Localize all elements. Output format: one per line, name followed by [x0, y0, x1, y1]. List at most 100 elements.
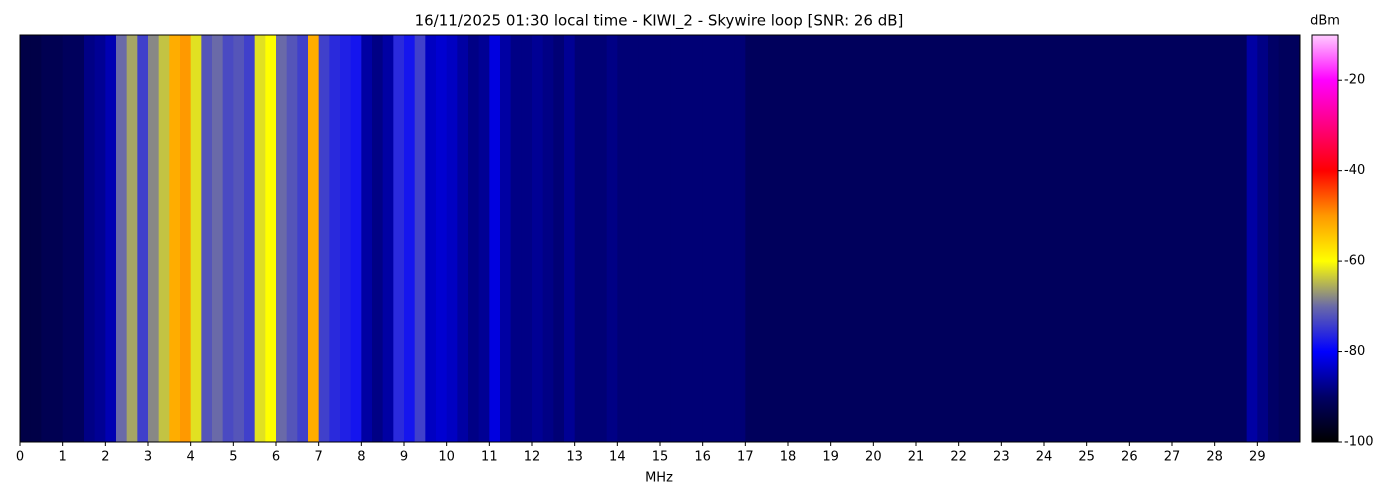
heat-cell — [574, 35, 586, 442]
x-tick-label: 15 — [652, 450, 669, 465]
heat-cell — [350, 35, 362, 442]
heat-cell — [52, 35, 64, 442]
heat-cell — [1076, 35, 1088, 442]
x-tick-label: 6 — [272, 450, 280, 465]
x-tick-label: 1 — [59, 450, 67, 465]
x-tick-label: 22 — [950, 450, 967, 465]
chart-title: 16/11/2025 01:30 local time - KIWI_2 - S… — [415, 12, 904, 31]
heat-cell — [841, 35, 853, 442]
heat-cell — [94, 35, 106, 442]
heat-cell — [617, 35, 629, 442]
heat-cell — [116, 35, 128, 442]
heat-cell — [1140, 35, 1152, 442]
heat-cell — [777, 35, 789, 442]
heat-cell — [830, 35, 842, 442]
heat-cell — [990, 35, 1002, 442]
heat-cell — [1033, 35, 1045, 442]
heat-cell — [521, 35, 533, 442]
heat-cell — [734, 35, 746, 442]
heat-cell — [1278, 35, 1290, 442]
heat-cell — [20, 35, 32, 442]
x-tick-label: 24 — [1036, 450, 1053, 465]
heat-cell — [884, 35, 896, 442]
heat-cell — [308, 35, 320, 442]
x-tick-label: 12 — [524, 450, 541, 465]
heat-cell — [1022, 35, 1034, 442]
heat-cell — [414, 35, 426, 442]
heat-cell — [73, 35, 85, 442]
heat-cell — [937, 35, 949, 442]
heat-cell — [1108, 35, 1120, 442]
x-tick-label: 11 — [481, 450, 498, 465]
heat-cell — [1182, 35, 1194, 442]
x-tick-label: 28 — [1206, 450, 1223, 465]
heat-cell — [158, 35, 170, 442]
x-tick-label: 19 — [822, 450, 839, 465]
heat-cell — [276, 35, 288, 442]
heat-cell — [478, 35, 490, 442]
heat-cell — [532, 35, 544, 442]
heat-cell — [660, 35, 672, 442]
heat-cell — [404, 35, 416, 442]
heat-cell — [1289, 35, 1301, 442]
heat-cell — [713, 35, 725, 442]
x-tick-label: 23 — [993, 450, 1010, 465]
heat-cell — [969, 35, 981, 442]
colorbar-tick-label: -60 — [1344, 254, 1365, 269]
heat-cell — [1161, 35, 1173, 442]
heat-cell — [809, 35, 821, 442]
heat-cell — [329, 35, 341, 442]
heat-cell — [1268, 35, 1280, 442]
x-tick-label: 7 — [315, 450, 323, 465]
heat-cell — [788, 35, 800, 442]
heat-cell — [318, 35, 330, 442]
heat-cell — [681, 35, 693, 442]
heat-cell — [254, 35, 266, 442]
heat-cell — [62, 35, 74, 442]
heat-cell — [148, 35, 160, 442]
heat-cell — [286, 35, 298, 442]
heat-cell — [361, 35, 373, 442]
colorbar — [1311, 34, 1339, 443]
heat-cell — [1236, 35, 1248, 442]
heat-cell — [852, 35, 864, 442]
colorbar-tick-label: -20 — [1344, 73, 1365, 88]
x-tick-label: 16 — [694, 450, 711, 465]
heat-cell — [457, 35, 469, 442]
x-tick-label: 5 — [229, 450, 237, 465]
x-tick-label: 8 — [357, 450, 365, 465]
x-tick-label: 3 — [144, 450, 152, 465]
heat-cell — [425, 35, 437, 442]
x-axis-label: MHz — [645, 471, 673, 486]
heat-cell — [649, 35, 661, 442]
x-tick-label: 4 — [187, 450, 195, 465]
heat-cell — [1172, 35, 1184, 442]
heat-cell — [1257, 35, 1269, 442]
heat-cell — [756, 35, 768, 442]
heat-cell — [1193, 35, 1205, 442]
heat-cell — [489, 35, 501, 442]
heat-cell — [500, 35, 512, 442]
heat-cell — [1086, 35, 1098, 442]
heat-cell — [1054, 35, 1066, 442]
heat-cell — [724, 35, 736, 442]
heat-cell — [596, 35, 608, 442]
x-tick-label: 20 — [865, 450, 882, 465]
heat-cell — [905, 35, 917, 442]
heat-cell — [372, 35, 384, 442]
heat-cell — [948, 35, 960, 442]
heat-cell — [1118, 35, 1130, 442]
x-tick-label: 0 — [16, 450, 24, 465]
colorbar-label: dBm — [1310, 14, 1340, 29]
heat-cell — [1204, 35, 1216, 442]
heat-cell — [702, 35, 714, 442]
heat-cell — [393, 35, 405, 442]
heat-cell — [137, 35, 149, 442]
heat-cell — [201, 35, 213, 442]
x-tick-label: 27 — [1164, 450, 1181, 465]
heat-cell — [564, 35, 576, 442]
heat-cell — [862, 35, 874, 442]
x-tick-label: 21 — [908, 450, 925, 465]
heat-cell — [126, 35, 138, 442]
heat-cell — [41, 35, 53, 442]
